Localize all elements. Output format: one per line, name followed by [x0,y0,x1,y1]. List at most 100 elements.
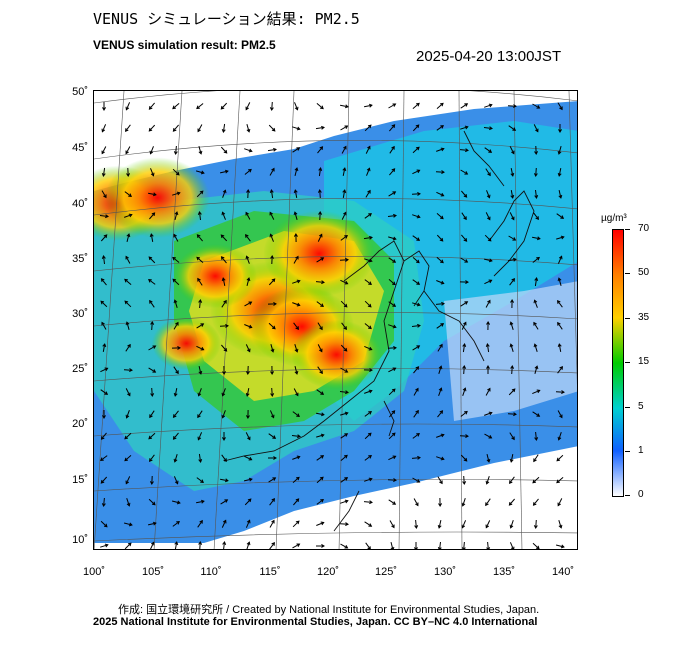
wind-arrow-head [172,278,177,283]
wind-arrow-head [103,523,108,528]
wind-arrow [485,300,491,308]
wind-arrow [389,410,395,418]
wind-arrow-head [557,172,562,177]
wind-arrow-head [368,455,372,459]
wind-arrow [436,434,444,438]
wind-arrow-head [320,455,325,459]
wind-arrow-head [393,213,397,218]
wind-arrow-head [246,348,251,353]
wind-arrow [148,498,156,506]
wind-arrow [340,500,348,504]
wind-arrow [199,299,201,309]
wind-arrow-head [196,234,201,238]
wind-arrow-head [415,124,420,129]
wind-arrow [364,213,372,219]
wind-arrow-head [175,370,179,375]
wind-arrow [124,279,132,285]
wind-arrow [535,167,537,177]
wind-arrow [364,345,372,351]
wind-arrow-head [344,235,348,239]
wind-arrow [292,543,300,549]
wind-arrow [438,366,442,374]
wind-arrow [101,322,107,330]
wind-arrow-head [149,299,153,304]
wind-arrow-head [532,502,537,506]
wind-arrow-head [296,147,301,151]
wind-arrow [532,103,540,109]
wind-arrow [556,213,564,219]
wind-arrow-head [127,542,132,547]
colorbar-mark [625,273,630,274]
colorbar-tick-0: 0 [638,489,644,500]
wind-arrow-head [367,432,372,437]
wind-arrow [221,256,227,264]
wind-arrow [270,234,274,242]
wind-arrow [125,256,131,264]
wind-arrow-head [367,124,372,129]
wind-arrow-head [296,476,300,481]
wind-arrow-head [440,215,444,220]
wind-arrow [292,126,300,130]
wind-arrow-head [487,237,492,242]
coastlines [223,130,535,532]
wind-arrow-head [509,524,514,529]
wind-arrow-head [103,194,107,199]
wind-arrow-head [486,194,491,199]
wind-arrow [436,323,444,329]
wind-arrow-head [559,366,563,370]
wind-arrow-head [321,412,325,417]
wind-arrow-head [220,256,225,260]
wind-arrow-head [534,151,539,155]
wind-arrow-head [125,321,130,326]
wind-arrow [293,256,299,264]
wind-arrow-head [271,167,275,172]
wind-arrow-head [248,324,253,329]
wind-arrow [101,146,107,154]
wind-arrow [340,125,348,131]
wind-arrow [510,344,514,352]
wind-arrow-head [557,343,562,347]
wind-arrow-head [200,479,204,483]
wind-arrow-head [101,503,106,507]
wind-arrow-head [463,194,468,198]
wind-arrow-head [124,435,129,440]
wind-arrow-head [556,479,560,484]
colorbar-mark [625,318,630,319]
wind-arrow [485,388,491,396]
wind-arrow [364,455,372,461]
wind-arrow-head [439,480,443,485]
wind-arrow-head [295,255,299,260]
wind-arrow-head [511,388,516,393]
wind-arrow [175,145,177,155]
wind-arrow [268,278,276,286]
wind-arrow [220,146,228,154]
wind-arrow [174,542,178,549]
wind-arrow [294,212,298,220]
wind-arrow-head [536,256,540,261]
wind-arrow [411,325,421,327]
wind-arrow [366,168,370,176]
wind-arrow-head [221,392,226,397]
wind-arrow-head [533,458,537,463]
wind-arrow-head [534,365,539,370]
wind-arrow [342,190,346,198]
wind-arrow-head [295,392,299,397]
wind-arrow-head [367,303,372,308]
wind-arrow [459,149,469,151]
wind-arrow [413,366,419,374]
wind-arrow-head [175,171,180,176]
wind-arrow [462,388,466,396]
colorbar-tick-5: 5 [638,401,644,412]
wind-arrow [100,234,108,242]
wind-arrow [316,301,324,307]
wind-arrow-head [391,124,396,128]
copyright-text: 2025 National Institute for Environmenta… [93,616,538,628]
wind-arrow [461,212,467,220]
wind-arrow-head [438,365,443,370]
wind-arrow-head [532,479,537,484]
wind-arrow [173,476,179,484]
wind-arrow-head [368,523,373,527]
wind-arrow [460,301,468,307]
wind-arrow [532,389,540,395]
wind-arrow-head [511,150,515,155]
